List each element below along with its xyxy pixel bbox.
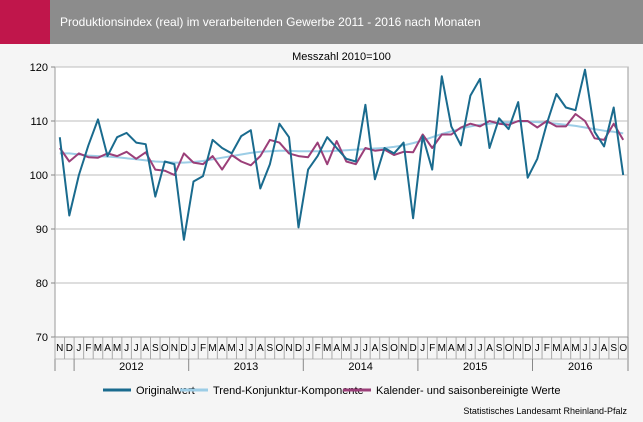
x-tick-label: A: [257, 343, 264, 354]
x-tick-label: J: [134, 343, 139, 354]
x-tick-label: J: [535, 343, 540, 354]
x-tick-label: D: [66, 343, 73, 354]
x-tick-label: S: [152, 343, 159, 354]
x-tick-label: D: [410, 343, 417, 354]
title-accent: [0, 0, 50, 44]
x-tick-label: J: [353, 343, 358, 354]
x-tick-label: A: [601, 343, 608, 354]
y-tick-label: 90: [36, 224, 48, 236]
x-tick-label: F: [544, 343, 550, 354]
x-tick-label: J: [592, 343, 597, 354]
x-tick-label: M: [552, 343, 560, 354]
x-tick-label: J: [76, 343, 81, 354]
x-tick-label: J: [420, 343, 425, 354]
chart-title: Produktionsindex (real) im verarbeitende…: [60, 15, 481, 29]
plot-area: [54, 66, 629, 338]
source-note: Statistisches Landesamt Rheinland-Pfalz: [463, 406, 627, 416]
x-tick-label: A: [372, 343, 379, 354]
y-tick-label: 110: [30, 116, 48, 128]
x-tick-label: J: [306, 343, 311, 354]
y-tick-label: 100: [30, 170, 48, 182]
x-tick-label: M: [571, 343, 579, 354]
x-tick-label: O: [276, 343, 284, 354]
year-label: 2013: [234, 361, 258, 373]
series-line-0: [58, 68, 625, 241]
x-tick-label: D: [295, 343, 302, 354]
x-tick-label: J: [477, 343, 482, 354]
year-label: 2014: [348, 361, 372, 373]
x-tick-label: M: [208, 343, 216, 354]
x-tick-label: J: [124, 343, 129, 354]
x-tick-label: F: [200, 343, 206, 354]
y-tick-label: 120: [30, 62, 48, 74]
x-tick-label: J: [363, 343, 368, 354]
year-label: 2016: [568, 361, 592, 373]
x-tick-label: A: [142, 343, 149, 354]
x-tick-label: D: [524, 343, 531, 354]
x-tick-label: J: [239, 343, 244, 354]
year-label: 2015: [463, 361, 487, 373]
x-tick-label: A: [333, 343, 340, 354]
x-tick-label: S: [381, 343, 388, 354]
year-label: 2012: [119, 361, 143, 373]
x-tick-label: M: [228, 343, 236, 354]
legend-label: Kalender- und saisonbereinigte Werte: [376, 385, 560, 397]
x-tick-label: M: [94, 343, 102, 354]
x-tick-label: A: [563, 343, 570, 354]
x-tick-label: M: [438, 343, 446, 354]
x-tick-label: O: [505, 343, 513, 354]
x-tick-label: O: [161, 343, 169, 354]
x-tick-label: M: [457, 343, 465, 354]
x-tick-label: F: [315, 343, 321, 354]
chart-subtitle: Messzahl 2010=100: [292, 51, 391, 63]
x-tick-label: J: [191, 343, 196, 354]
x-tick-label: D: [180, 343, 187, 354]
x-tick-label: S: [496, 343, 503, 354]
x-tick-label: A: [219, 343, 226, 354]
x-tick-label: N: [515, 343, 522, 354]
x-tick-label: A: [104, 343, 111, 354]
x-tick-label: N: [285, 343, 292, 354]
x-tick-label: S: [267, 343, 274, 354]
title-bar: Produktionsindex (real) im verarbeitende…: [0, 0, 643, 44]
y-tick-label: 80: [36, 278, 48, 290]
x-tick-label: M: [342, 343, 350, 354]
legend-label: Trend-Konjunktur-Komponente: [213, 385, 364, 397]
x-tick-label: M: [323, 343, 331, 354]
y-tick-label: 70: [36, 332, 48, 344]
x-tick-label: O: [619, 343, 627, 354]
x-tick-label: A: [448, 343, 455, 354]
x-tick-label: N: [56, 343, 63, 354]
legend-label: Originalwert: [136, 385, 195, 397]
series-line-2: [58, 113, 625, 176]
x-tick-label: S: [610, 343, 617, 354]
x-tick-label: J: [248, 343, 253, 354]
x-tick-label: A: [486, 343, 493, 354]
x-tick-label: O: [390, 343, 398, 354]
x-tick-label: M: [113, 343, 121, 354]
x-tick-label: J: [468, 343, 473, 354]
x-tick-label: N: [400, 343, 407, 354]
x-tick-label: N: [171, 343, 178, 354]
x-tick-label: J: [583, 343, 588, 354]
x-tick-label: F: [429, 343, 435, 354]
x-tick-label: F: [85, 343, 91, 354]
